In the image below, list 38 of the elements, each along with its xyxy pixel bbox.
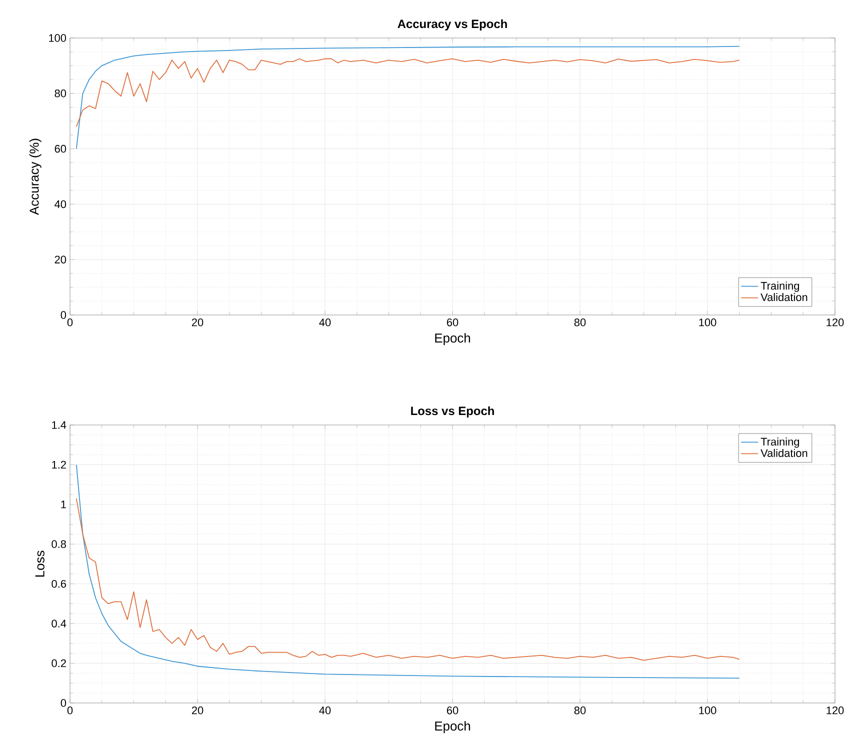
y-tick-label: 40 — [54, 200, 66, 208]
y-tick-label: 0.4 — [52, 620, 66, 628]
x-tick-label: 0 — [67, 706, 73, 714]
y-tick-label: 0.2 — [52, 659, 66, 668]
y-tick-label: 20 — [54, 256, 66, 264]
y-tick-label: 1.4 — [52, 421, 66, 429]
y-tick-label: 60 — [54, 144, 66, 153]
y-tick-label: 0 — [60, 311, 66, 319]
y-tick-label: 100 — [49, 34, 66, 42]
x-tick-label: 120 — [826, 706, 844, 714]
legend-label: Validation — [760, 293, 808, 302]
x-tick-label: 80 — [574, 706, 586, 714]
x-axis-title: Epoch — [435, 333, 470, 346]
chart-title: Loss vs Epoch — [411, 406, 494, 418]
x-tick-label: 60 — [446, 318, 458, 326]
x-tick-label: 40 — [319, 318, 331, 326]
y-tick-label: 1 — [61, 500, 66, 508]
x-tick-label: 40 — [319, 706, 331, 714]
x-tick-label: 100 — [699, 706, 716, 714]
x-tick-label: 0 — [67, 318, 73, 326]
chart-title: Accuracy vs Epoch — [398, 19, 507, 30]
x-tick-label: 20 — [192, 706, 204, 714]
y-tick-label: 0.8 — [52, 540, 66, 548]
legend-label: Validation — [760, 448, 808, 457]
y-tick-label: 0.6 — [52, 580, 66, 588]
y-tick-label: 0 — [60, 699, 66, 707]
x-tick-label: 20 — [192, 318, 204, 326]
x-tick-label: 60 — [446, 706, 458, 714]
legend-label: Training — [760, 438, 800, 448]
y-axis-title: Loss — [35, 550, 44, 577]
x-tick-label: 100 — [699, 318, 716, 326]
y-tick-label: 80 — [54, 90, 66, 98]
x-tick-label: 120 — [826, 318, 844, 326]
x-tick-label: 80 — [574, 318, 586, 326]
y-tick-label: 1.2 — [52, 460, 66, 469]
y-axis-title: Accuracy (%) — [29, 138, 42, 215]
legend-label: Training — [760, 282, 800, 292]
x-axis-title: Epoch — [435, 721, 470, 734]
